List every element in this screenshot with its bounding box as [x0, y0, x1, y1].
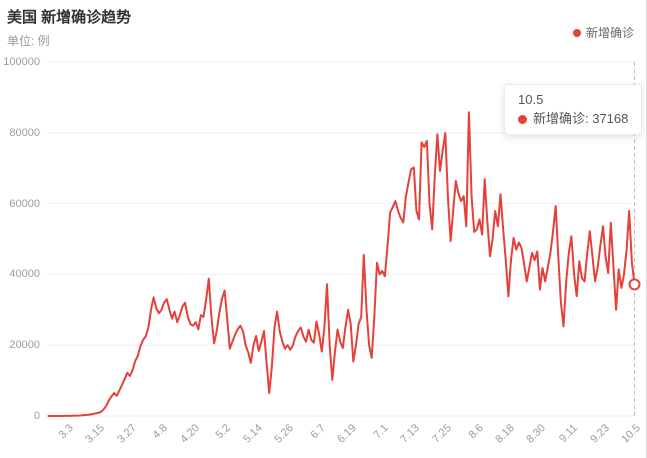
- tooltip-series-dot-icon: [518, 114, 527, 124]
- chart-title: 美国 新增确诊趋势: [7, 9, 132, 26]
- tooltip-series-value: 新增确诊: 37168: [533, 111, 629, 126]
- y-axis-tick-label: 40000: [9, 268, 40, 281]
- y-axis-tick-label: 60000: [9, 197, 40, 210]
- tooltip-date: 10.5: [518, 92, 544, 107]
- legend-item-new-confirmed[interactable]: 新增确诊: [572, 24, 634, 41]
- y-axis-tick-label: 80000: [9, 126, 40, 139]
- legend-label: 新增确诊: [585, 26, 634, 40]
- legend-dot-icon: [572, 28, 581, 37]
- tooltip: 10.5 新增确诊: 37168: [504, 84, 643, 135]
- series-line-new-confirmed: [47, 111, 636, 417]
- chart-subtitle: 单位: 例: [7, 34, 50, 48]
- highlight-point-marker[interactable]: [628, 278, 641, 291]
- y-axis-tick-label: 20000: [9, 339, 40, 352]
- y-axis-tick-label: 100000: [3, 56, 40, 68]
- y-axis-tick-label: 0: [33, 410, 40, 422]
